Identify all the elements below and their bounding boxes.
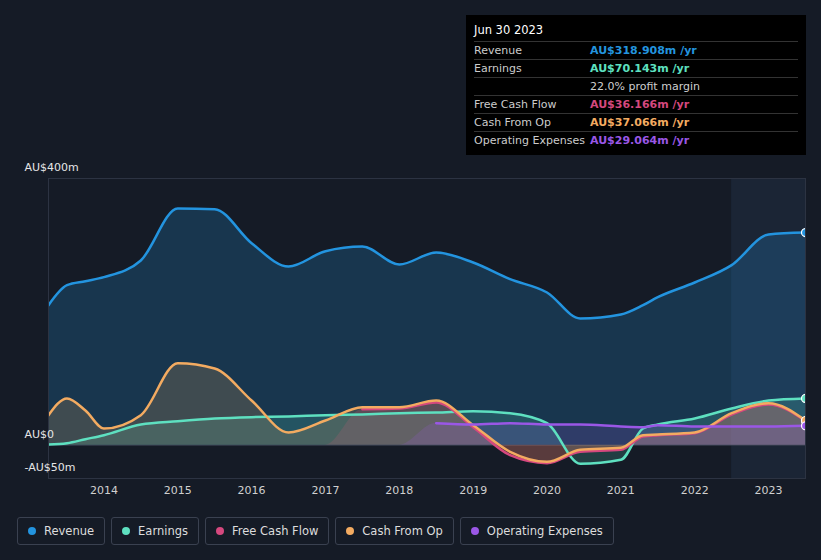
svg-text:2014: 2014 bbox=[90, 484, 118, 497]
svg-text:2016: 2016 bbox=[238, 484, 266, 497]
svg-text:2023: 2023 bbox=[755, 484, 783, 497]
html-text:Revenue: Revenue bbox=[44, 524, 95, 538]
html-text:Free Cash Flow: Free Cash Flow bbox=[474, 98, 557, 111]
svg-text:2022: 2022 bbox=[681, 484, 709, 497]
svg-text:2019: 2019 bbox=[459, 484, 487, 497]
html-text:Jun 30 2023: Jun 30 2023 bbox=[474, 23, 544, 37]
html-text:AU$29.064m /yr: AU$29.064m /yr bbox=[590, 134, 690, 147]
html-text:Operating Expenses: Operating Expenses bbox=[474, 134, 585, 147]
html-text:Earnings: Earnings bbox=[138, 524, 188, 538]
svg-text:AU$0: AU$0 bbox=[25, 428, 55, 441]
html-text:Cash From Op: Cash From Op bbox=[474, 116, 551, 129]
html-text:Cash From Op: Cash From Op bbox=[362, 524, 443, 538]
html-text:Earnings: Earnings bbox=[474, 62, 522, 75]
html-text:Revenue: Revenue bbox=[474, 44, 522, 57]
html-text:22.0% profit margin: 22.0% profit margin bbox=[590, 80, 700, 93]
html-text:AU$318.908m /yr: AU$318.908m /yr bbox=[590, 44, 697, 57]
html-text:Operating Expenses: Operating Expenses bbox=[486, 524, 603, 538]
svg-text:-AU$50m: -AU$50m bbox=[25, 461, 76, 474]
svg-text:AU$400m: AU$400m bbox=[25, 161, 79, 174]
svg-text:2021: 2021 bbox=[607, 484, 635, 497]
html-text:AU$70.143m /yr: AU$70.143m /yr bbox=[590, 62, 690, 75]
svg-text:2020: 2020 bbox=[533, 484, 561, 497]
html-text:Free Cash Flow: Free Cash Flow bbox=[232, 524, 319, 538]
svg-text:2018: 2018 bbox=[385, 484, 413, 497]
html-text:AU$37.066m /yr: AU$37.066m /yr bbox=[590, 116, 690, 129]
html-text:AU$36.166m /yr: AU$36.166m /yr bbox=[590, 98, 690, 111]
svg-text:2017: 2017 bbox=[311, 484, 339, 497]
svg-text:2015: 2015 bbox=[164, 484, 192, 497]
